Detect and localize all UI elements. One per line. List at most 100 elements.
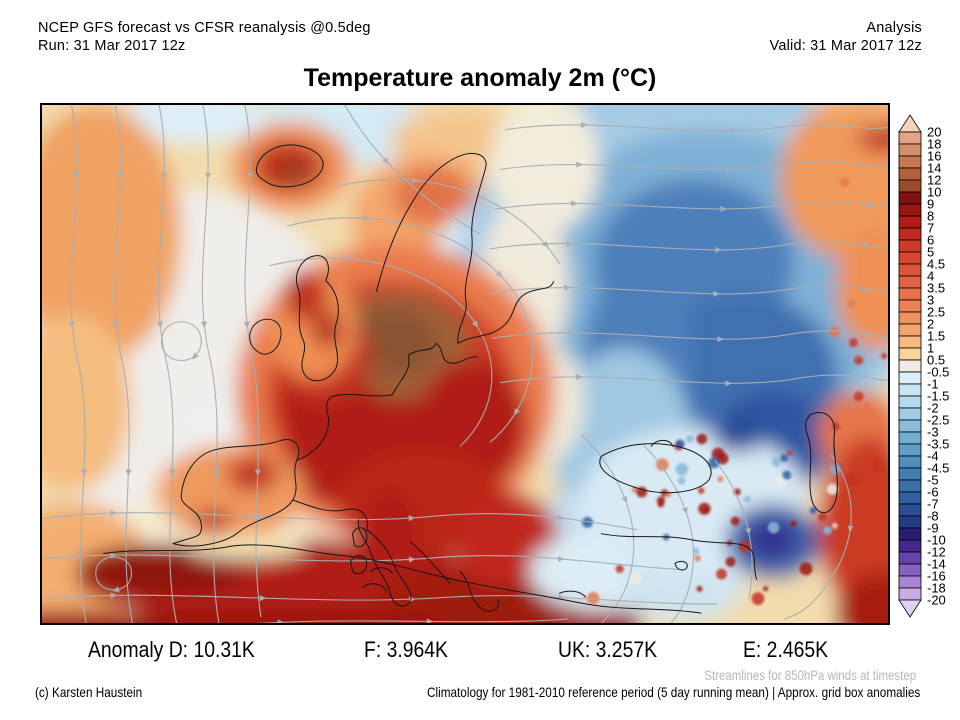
streamline-arrowhead bbox=[865, 331, 873, 338]
colorbar-cell bbox=[898, 407, 922, 421]
streamline-note: Streamlines for 850hPa winds at timestep bbox=[704, 668, 916, 683]
speckle bbox=[832, 522, 838, 529]
colorbar-label: 2.5 bbox=[927, 305, 945, 320]
speckle bbox=[697, 487, 705, 494]
colorbar-label: -4.5 bbox=[927, 461, 949, 476]
stat-europe: E: 2.465K bbox=[743, 637, 829, 662]
colorbar-cell bbox=[898, 179, 922, 193]
colorbar-cell bbox=[898, 275, 922, 289]
header-right: Analysis Valid: 31 Mar 2017 12z bbox=[770, 19, 922, 55]
speckle bbox=[853, 391, 864, 402]
colorbar-cell bbox=[898, 491, 922, 505]
streamline-arrowhead bbox=[713, 290, 720, 297]
coastlines bbox=[103, 144, 838, 614]
credit-line: (c) Karsten Haustein bbox=[35, 684, 143, 700]
streamline-arrowhead bbox=[566, 240, 573, 247]
streamline bbox=[42, 512, 638, 531]
colorbar-cell bbox=[898, 167, 922, 181]
colorbar-label: -7 bbox=[927, 497, 939, 512]
colorbar-cell bbox=[898, 527, 922, 541]
colorbar-cell bbox=[898, 215, 922, 229]
anomaly-speckles bbox=[582, 177, 888, 605]
colorbar-label: -16 bbox=[927, 569, 946, 584]
streamline-arrowhead bbox=[247, 172, 254, 180]
colorbar-cell bbox=[898, 359, 922, 373]
speckle bbox=[675, 462, 689, 476]
colorbar-label: -14 bbox=[927, 557, 946, 572]
streamline-arrowhead bbox=[110, 592, 118, 599]
page-title: Temperature anomaly 2m (°C) bbox=[303, 64, 657, 92]
colorbar-below-triangle bbox=[898, 599, 922, 618]
speckle bbox=[799, 562, 813, 576]
stat-france: F: 3.964K bbox=[364, 637, 448, 662]
speckle bbox=[847, 299, 856, 308]
colorbar-label: -4 bbox=[927, 449, 939, 464]
speckle bbox=[771, 457, 782, 467]
speckle bbox=[582, 516, 593, 528]
speckle bbox=[786, 450, 793, 456]
colorbar-label: -8 bbox=[927, 509, 939, 524]
streamline-arrowhead bbox=[408, 556, 416, 563]
speckle bbox=[839, 177, 850, 188]
colorbar-label: -1.5 bbox=[927, 389, 949, 404]
streamline-arrowhead bbox=[192, 352, 199, 360]
streamline-arrowhead bbox=[514, 408, 521, 416]
streamline-arrowhead bbox=[861, 285, 869, 292]
speckle bbox=[725, 556, 736, 567]
streamline bbox=[268, 257, 493, 447]
colorbar-label: 9 bbox=[927, 197, 934, 212]
streamline-arrowhead bbox=[254, 469, 261, 477]
colorbar-cell bbox=[898, 419, 922, 433]
streamline bbox=[714, 459, 753, 600]
speckle bbox=[854, 355, 864, 365]
map-canvas bbox=[42, 105, 888, 623]
colorbar-label: 6 bbox=[927, 233, 934, 248]
model-line: NCEP GFS forecast vs CFSR reanalysis @0.… bbox=[38, 20, 371, 36]
run-line: Run: 31 Mar 2017 12z bbox=[38, 38, 186, 54]
colorbar-label: 8 bbox=[927, 209, 934, 224]
speckle bbox=[587, 592, 600, 605]
climatology-note: Climatology for 1981-2010 reference peri… bbox=[426, 684, 920, 700]
streamline bbox=[642, 443, 695, 623]
colorbar-cell bbox=[898, 143, 922, 157]
colorbar-label: 10 bbox=[927, 185, 941, 200]
streamline-arrowhead bbox=[243, 321, 250, 328]
speckle bbox=[855, 478, 862, 485]
colorbar-label: 0.5 bbox=[927, 353, 945, 368]
speckle bbox=[631, 486, 638, 493]
streamline-arrowhead bbox=[557, 514, 565, 521]
colorbar-cell bbox=[898, 335, 922, 349]
colorbar-cell bbox=[898, 455, 922, 469]
speckle bbox=[848, 338, 858, 348]
colorbar-cell bbox=[898, 383, 922, 397]
speckle bbox=[762, 586, 769, 592]
streamline-arrowhead bbox=[156, 321, 164, 329]
colorbar-cell bbox=[898, 371, 922, 385]
streamline-arrowhead bbox=[564, 284, 571, 291]
colorbar-label: 5 bbox=[927, 245, 934, 260]
streamline-arrowhead bbox=[161, 172, 168, 180]
streamline-arrowhead bbox=[277, 619, 285, 623]
colorbar-label: -2.5 bbox=[927, 413, 949, 428]
streamline-arrowhead bbox=[621, 496, 628, 504]
colorbar-label: 4.5 bbox=[927, 257, 945, 272]
streamline-arrowhead bbox=[557, 555, 565, 562]
streamline bbox=[494, 201, 888, 210]
colorbar-cell bbox=[898, 131, 922, 145]
streamline-arrowhead bbox=[681, 506, 688, 514]
streamline-arrowhead bbox=[576, 373, 583, 380]
streamline-arrowhead bbox=[847, 525, 854, 533]
speckle bbox=[774, 475, 786, 486]
speckle bbox=[656, 458, 669, 471]
speckle bbox=[708, 457, 720, 469]
speckle bbox=[717, 476, 724, 482]
speckle bbox=[862, 401, 871, 410]
colorbar-label: -20 bbox=[927, 593, 946, 608]
colorbar-cell bbox=[898, 347, 922, 361]
map-frame bbox=[40, 103, 890, 625]
speckle bbox=[823, 526, 832, 535]
streamline bbox=[95, 556, 133, 591]
stat-uk: UK: 3.257K bbox=[558, 637, 658, 662]
streamline bbox=[336, 179, 561, 265]
streamline-arrowhead bbox=[412, 177, 420, 184]
